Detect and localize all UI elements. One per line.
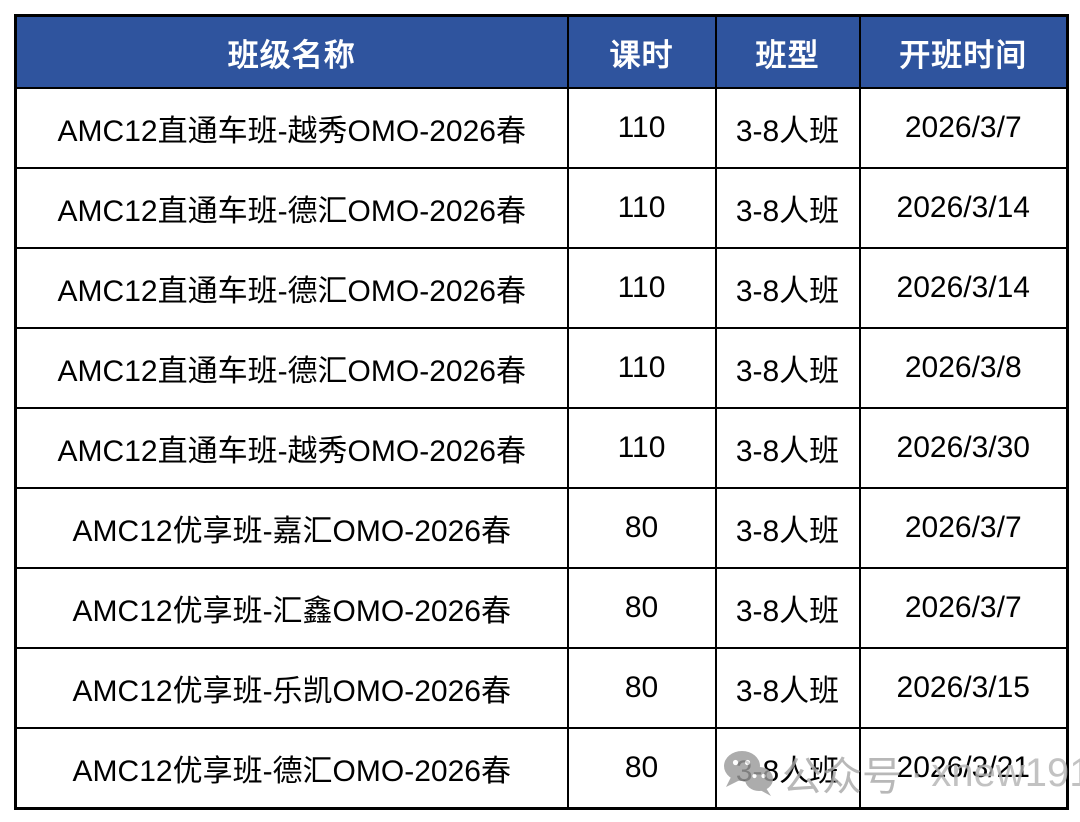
table-row: AMC12直通车班-德汇OMO-2026春 110 3-8人班 2026/3/1… — [14, 167, 1069, 249]
table-row: AMC12直通车班-越秀OMO-2026春 110 3-8人班 2026/3/3… — [14, 407, 1069, 489]
cell-class-name: AMC12直通车班-越秀OMO-2026春 — [14, 407, 569, 489]
table-row: AMC12直通车班-德汇OMO-2026春 110 3-8人班 2026/3/8 — [14, 327, 1069, 409]
table-row: AMC12优享班-乐凯OMO-2026春 80 3-8人班 2026/3/15 — [14, 647, 1069, 729]
cell-start-date: 2026/3/8 — [858, 327, 1069, 409]
cell-hours: 110 — [566, 327, 717, 409]
class-schedule-table: 班级名称 课时 班型 开班时间 AMC12直通车班-越秀OMO-2026春 11… — [14, 14, 1069, 810]
cell-hours: 110 — [566, 407, 717, 489]
cell-class-type: 3-8人班 — [714, 727, 861, 810]
table-row: AMC12直通车班-越秀OMO-2026春 110 3-8人班 2026/3/7 — [14, 87, 1069, 169]
header-class-name: 班级名称 — [14, 14, 569, 89]
cell-class-type: 3-8人班 — [714, 247, 861, 329]
header-row: 班级名称 课时 班型 开班时间 — [14, 14, 1069, 89]
table-row: AMC12优享班-德汇OMO-2026春 80 3-8人班 2026/3/21 — [14, 727, 1069, 810]
table-row: AMC12优享班-汇鑫OMO-2026春 80 3-8人班 2026/3/7 — [14, 567, 1069, 649]
cell-start-date: 2026/3/30 — [858, 407, 1069, 489]
cell-class-type: 3-8人班 — [714, 87, 861, 169]
table-row: AMC12直通车班-德汇OMO-2026春 110 3-8人班 2026/3/1… — [14, 247, 1069, 329]
cell-class-type: 3-8人班 — [714, 407, 861, 489]
cell-hours: 80 — [566, 647, 717, 729]
header-hours: 课时 — [566, 14, 717, 89]
cell-start-date: 2026/3/14 — [858, 167, 1069, 249]
cell-class-type: 3-8人班 — [714, 487, 861, 569]
table-body: AMC12直通车班-越秀OMO-2026春 110 3-8人班 2026/3/7… — [14, 87, 1069, 810]
cell-start-date: 2026/3/7 — [858, 487, 1069, 569]
cell-start-date: 2026/3/7 — [858, 567, 1069, 649]
cell-start-date: 2026/3/7 — [858, 87, 1069, 169]
table-row: AMC12优享班-嘉汇OMO-2026春 80 3-8人班 2026/3/7 — [14, 487, 1069, 569]
cell-start-date: 2026/3/21 — [858, 727, 1069, 810]
cell-class-type: 3-8人班 — [714, 167, 861, 249]
cell-class-name: AMC12优享班-汇鑫OMO-2026春 — [14, 567, 569, 649]
cell-class-name: AMC12直通车班-越秀OMO-2026春 — [14, 87, 569, 169]
cell-class-name: AMC12优享班-嘉汇OMO-2026春 — [14, 487, 569, 569]
cell-class-name: AMC12直通车班-德汇OMO-2026春 — [14, 247, 569, 329]
cell-class-name: AMC12直通车班-德汇OMO-2026春 — [14, 327, 569, 409]
cell-start-date: 2026/3/14 — [858, 247, 1069, 329]
header-class-type: 班型 — [714, 14, 861, 89]
header-start-date: 开班时间 — [858, 14, 1069, 89]
cell-hours: 110 — [566, 247, 717, 329]
cell-hours: 80 — [566, 487, 717, 569]
cell-class-name: AMC12直通车班-德汇OMO-2026春 — [14, 167, 569, 249]
cell-class-type: 3-8人班 — [714, 647, 861, 729]
cell-hours: 80 — [566, 727, 717, 810]
cell-hours: 80 — [566, 567, 717, 649]
cell-class-type: 3-8人班 — [714, 567, 861, 649]
cell-class-name: AMC12优享班-德汇OMO-2026春 — [14, 727, 569, 810]
cell-class-name: AMC12优享班-乐凯OMO-2026春 — [14, 647, 569, 729]
cell-hours: 110 — [566, 167, 717, 249]
cell-class-type: 3-8人班 — [714, 327, 861, 409]
cell-hours: 110 — [566, 87, 717, 169]
cell-start-date: 2026/3/15 — [858, 647, 1069, 729]
table-header: 班级名称 课时 班型 开班时间 — [14, 14, 1069, 89]
